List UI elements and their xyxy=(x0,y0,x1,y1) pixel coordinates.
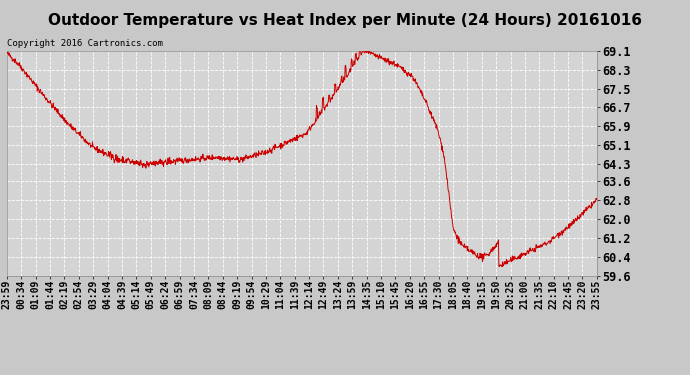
Text: Outdoor Temperature vs Heat Index per Minute (24 Hours) 20161016: Outdoor Temperature vs Heat Index per Mi… xyxy=(48,13,642,28)
Text: Copyright 2016 Cartronics.com: Copyright 2016 Cartronics.com xyxy=(7,39,163,48)
